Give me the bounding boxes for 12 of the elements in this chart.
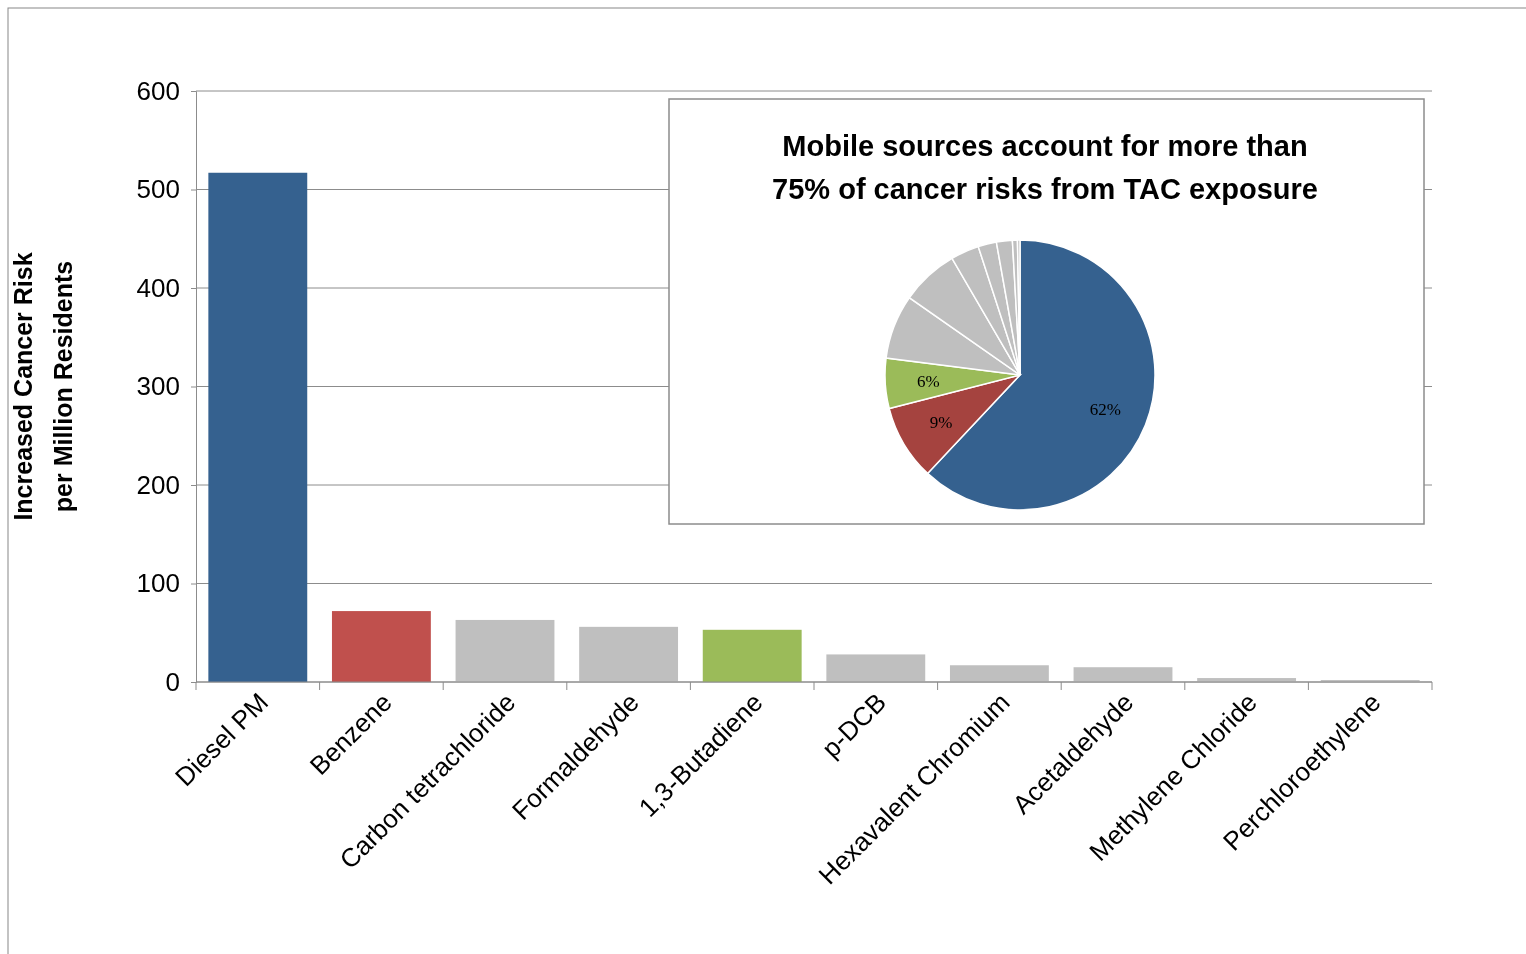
y-tick-label: 300 [136, 371, 180, 402]
chart-title: Mobile sources account for more than 75% of cancer risks from TAC exposure [772, 130, 1318, 205]
y-axis-title: Increased Cancer Risk per Million Residents [9, 252, 77, 521]
data-label: 62% [1089, 399, 1121, 419]
data-label: 9% [929, 412, 953, 432]
y-tick-label: 0 [165, 666, 180, 697]
y-tick-label: 100 [136, 568, 180, 599]
data-label: 6% [917, 371, 940, 391]
y-tick-label: 500 [136, 174, 180, 205]
y-tick-label: 600 [136, 75, 180, 106]
y-tick-label: 200 [136, 469, 180, 500]
y-tick-label: 400 [136, 272, 180, 303]
